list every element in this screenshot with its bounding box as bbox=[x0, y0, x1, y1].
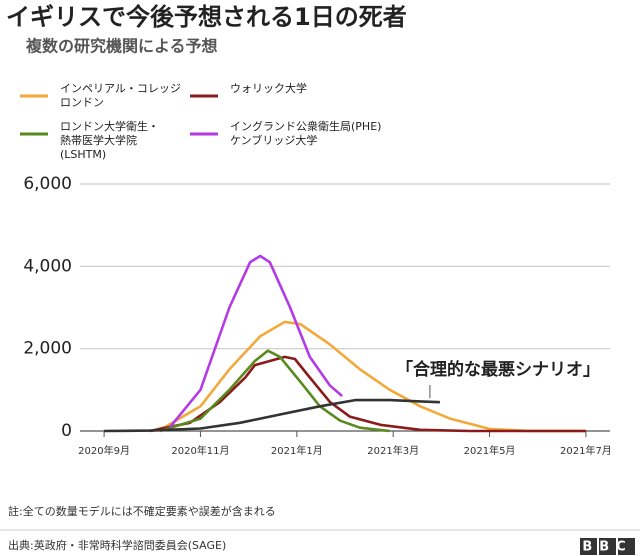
y-tick-label: 0 bbox=[61, 421, 72, 441]
annotation: 「合理的な最悪シナリオ」 bbox=[396, 359, 600, 380]
x-tick-label: 2020年11月 bbox=[171, 444, 229, 457]
legend-label: ロンドン大学衛生・ 熱帯医学大学院 (LSHTM) bbox=[60, 120, 159, 161]
legend-label: インペリアル・コレッジ ロンドン bbox=[60, 82, 181, 109]
legend-label: ウォリック大学 bbox=[230, 82, 307, 95]
source: 出典:英政府・非常時科学諮問委員会(SAGE) bbox=[8, 538, 226, 552]
series-line bbox=[149, 355, 586, 433]
x-tick-label: 2020年9月 bbox=[78, 444, 130, 457]
logo: BBC bbox=[580, 538, 635, 555]
chart-subtitle: 複数の研究機関による予想 bbox=[25, 37, 218, 56]
series-line bbox=[104, 398, 440, 433]
note: 註:全ての数量モデルには不確定要素や誤差が含まれる bbox=[8, 504, 276, 518]
series-line bbox=[151, 320, 586, 433]
logo-box bbox=[618, 538, 635, 555]
series-line bbox=[169, 254, 343, 428]
y-tick-label: 6,000 bbox=[23, 174, 72, 194]
logo-box bbox=[580, 538, 597, 555]
logo-text: BBC bbox=[582, 540, 632, 555]
x-tick-label: 2021年1月 bbox=[271, 444, 323, 457]
y-tick-label: 2,000 bbox=[23, 339, 72, 359]
x-tick-label: 2021年5月 bbox=[464, 444, 516, 457]
x-tick-label: 2021年3月 bbox=[367, 444, 419, 457]
legend-label: イングランド公衆衛生局(PHE) ケンブリッジ大学 bbox=[230, 120, 382, 147]
x-tick-label: 2021年7月 bbox=[560, 444, 612, 457]
series-line bbox=[159, 349, 390, 433]
y-tick-label: 4,000 bbox=[23, 256, 72, 276]
chart-title: イギリスで今後予想される1日の死者 bbox=[6, 3, 407, 31]
logo-box bbox=[599, 538, 616, 555]
